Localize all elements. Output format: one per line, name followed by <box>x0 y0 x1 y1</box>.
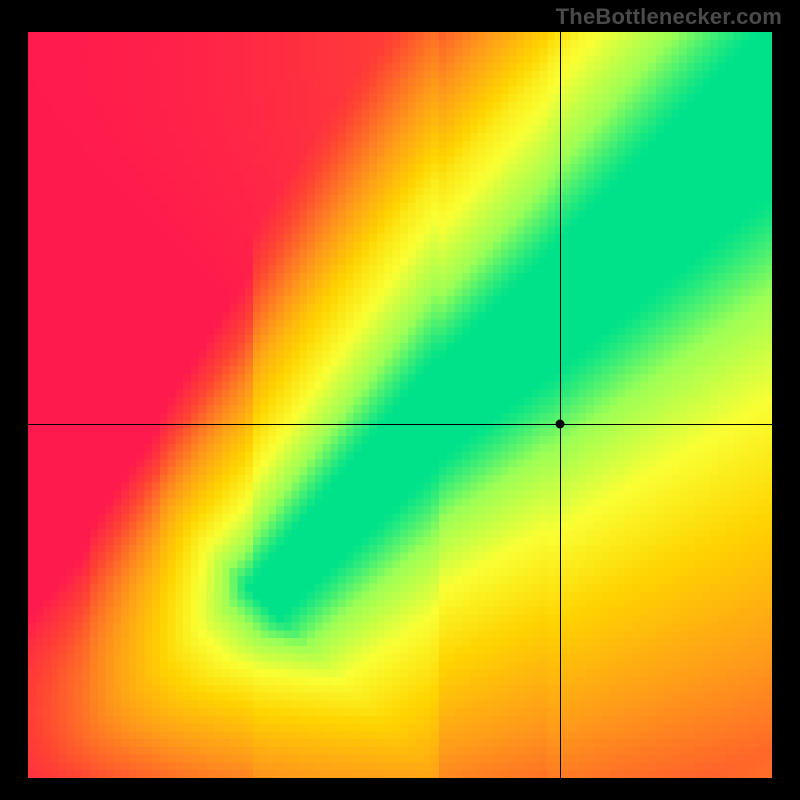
bottleneck-heatmap <box>28 32 772 778</box>
chart-container: TheBottlenecker.com <box>0 0 800 800</box>
crosshair-horizontal <box>28 424 772 425</box>
watermark-label: TheBottlenecker.com <box>556 4 782 30</box>
crosshair-marker <box>555 419 564 428</box>
crosshair-vertical <box>560 32 561 778</box>
